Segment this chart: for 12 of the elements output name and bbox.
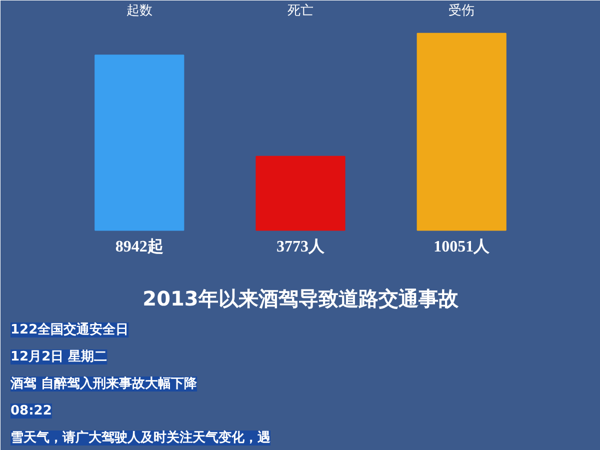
data-label: 8942起 [115,237,164,256]
x-tick-label: 受伤 [448,4,475,18]
text: 12月2日 星期二 [10,350,108,364]
text: 酒驾 自醉驾入刑来事故大幅下降 [10,376,198,392]
text: 122全国交通安全日 [10,322,129,338]
x-tick-label: 起数 [126,4,152,18]
data-label: 10051人 [434,237,491,256]
text: 08:22 [10,404,52,418]
text: 雪天气，请广大驾驶人及时关注天气变化，遇 [10,430,272,446]
x-tick-label: 死亡 [288,2,314,18]
text: 2013年以来酒驾导致道路交通事故 [142,286,460,310]
data-label: 3773人 [276,237,326,256]
